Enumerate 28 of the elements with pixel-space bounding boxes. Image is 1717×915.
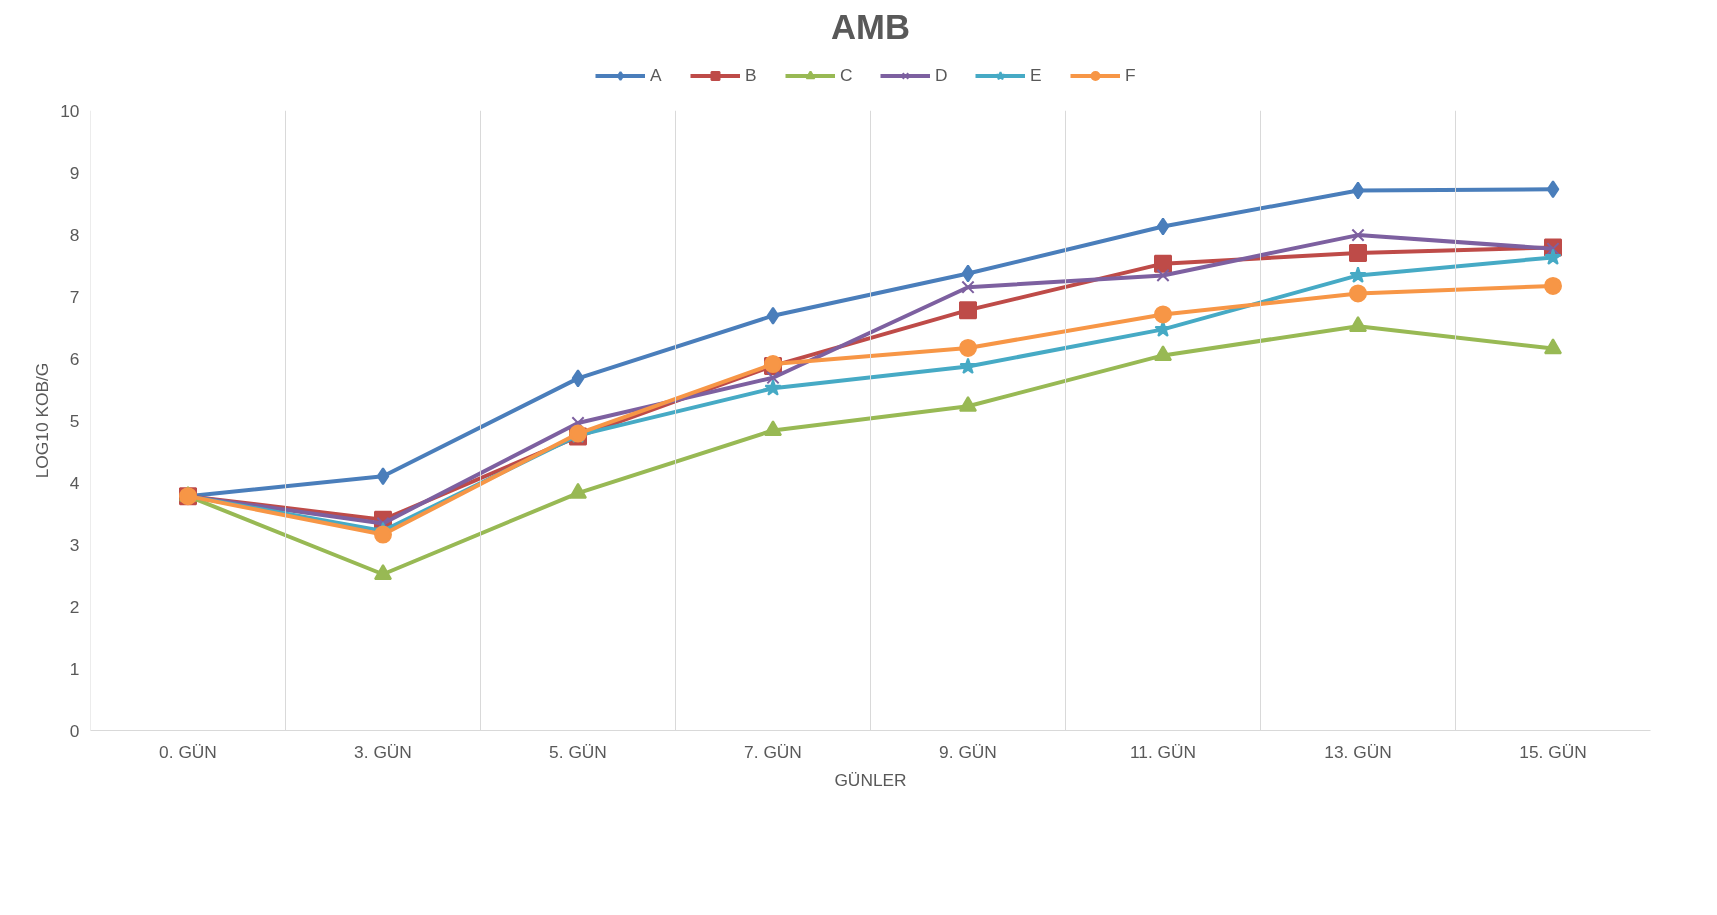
y-axis-title: LOG10 KOB/G <box>32 362 53 479</box>
x-tick-label: 9. GÜN <box>939 741 997 762</box>
y-tick-label: 5 <box>69 410 80 431</box>
legend-label: D <box>935 64 949 86</box>
legend-label: B <box>745 64 758 86</box>
legend-label: E <box>1030 64 1043 86</box>
legend-label: A <box>650 64 663 86</box>
legend-label: C <box>840 64 854 86</box>
y-tick-label: 4 <box>69 472 80 493</box>
y-tick-label: 7 <box>69 286 80 307</box>
x-tick-label: 3. GÜN <box>354 741 412 762</box>
y-tick-label: 3 <box>69 534 80 555</box>
chart-title: AMB <box>831 7 910 46</box>
x-tick-label: 11. GÜN <box>1129 741 1197 762</box>
x-tick-label: 13. GÜN <box>1324 741 1392 762</box>
y-tick-label: 2 <box>69 596 80 617</box>
y-tick-label: 0 <box>69 720 80 741</box>
x-tick-label: 7. GÜN <box>744 741 802 762</box>
y-tick-label: 9 <box>69 162 80 183</box>
legend-label: F <box>1125 64 1137 86</box>
y-tick-label: 10 <box>60 100 80 121</box>
x-axis-title: GÜNLER <box>834 769 907 790</box>
x-tick-label: 15. GÜN <box>1519 741 1587 762</box>
y-tick-label: 6 <box>69 348 80 369</box>
x-tick-label: 0. GÜN <box>159 741 217 762</box>
y-tick-label: 8 <box>69 224 80 245</box>
y-tick-label: 1 <box>69 658 80 679</box>
x-tick-label: 5. GÜN <box>549 741 607 762</box>
